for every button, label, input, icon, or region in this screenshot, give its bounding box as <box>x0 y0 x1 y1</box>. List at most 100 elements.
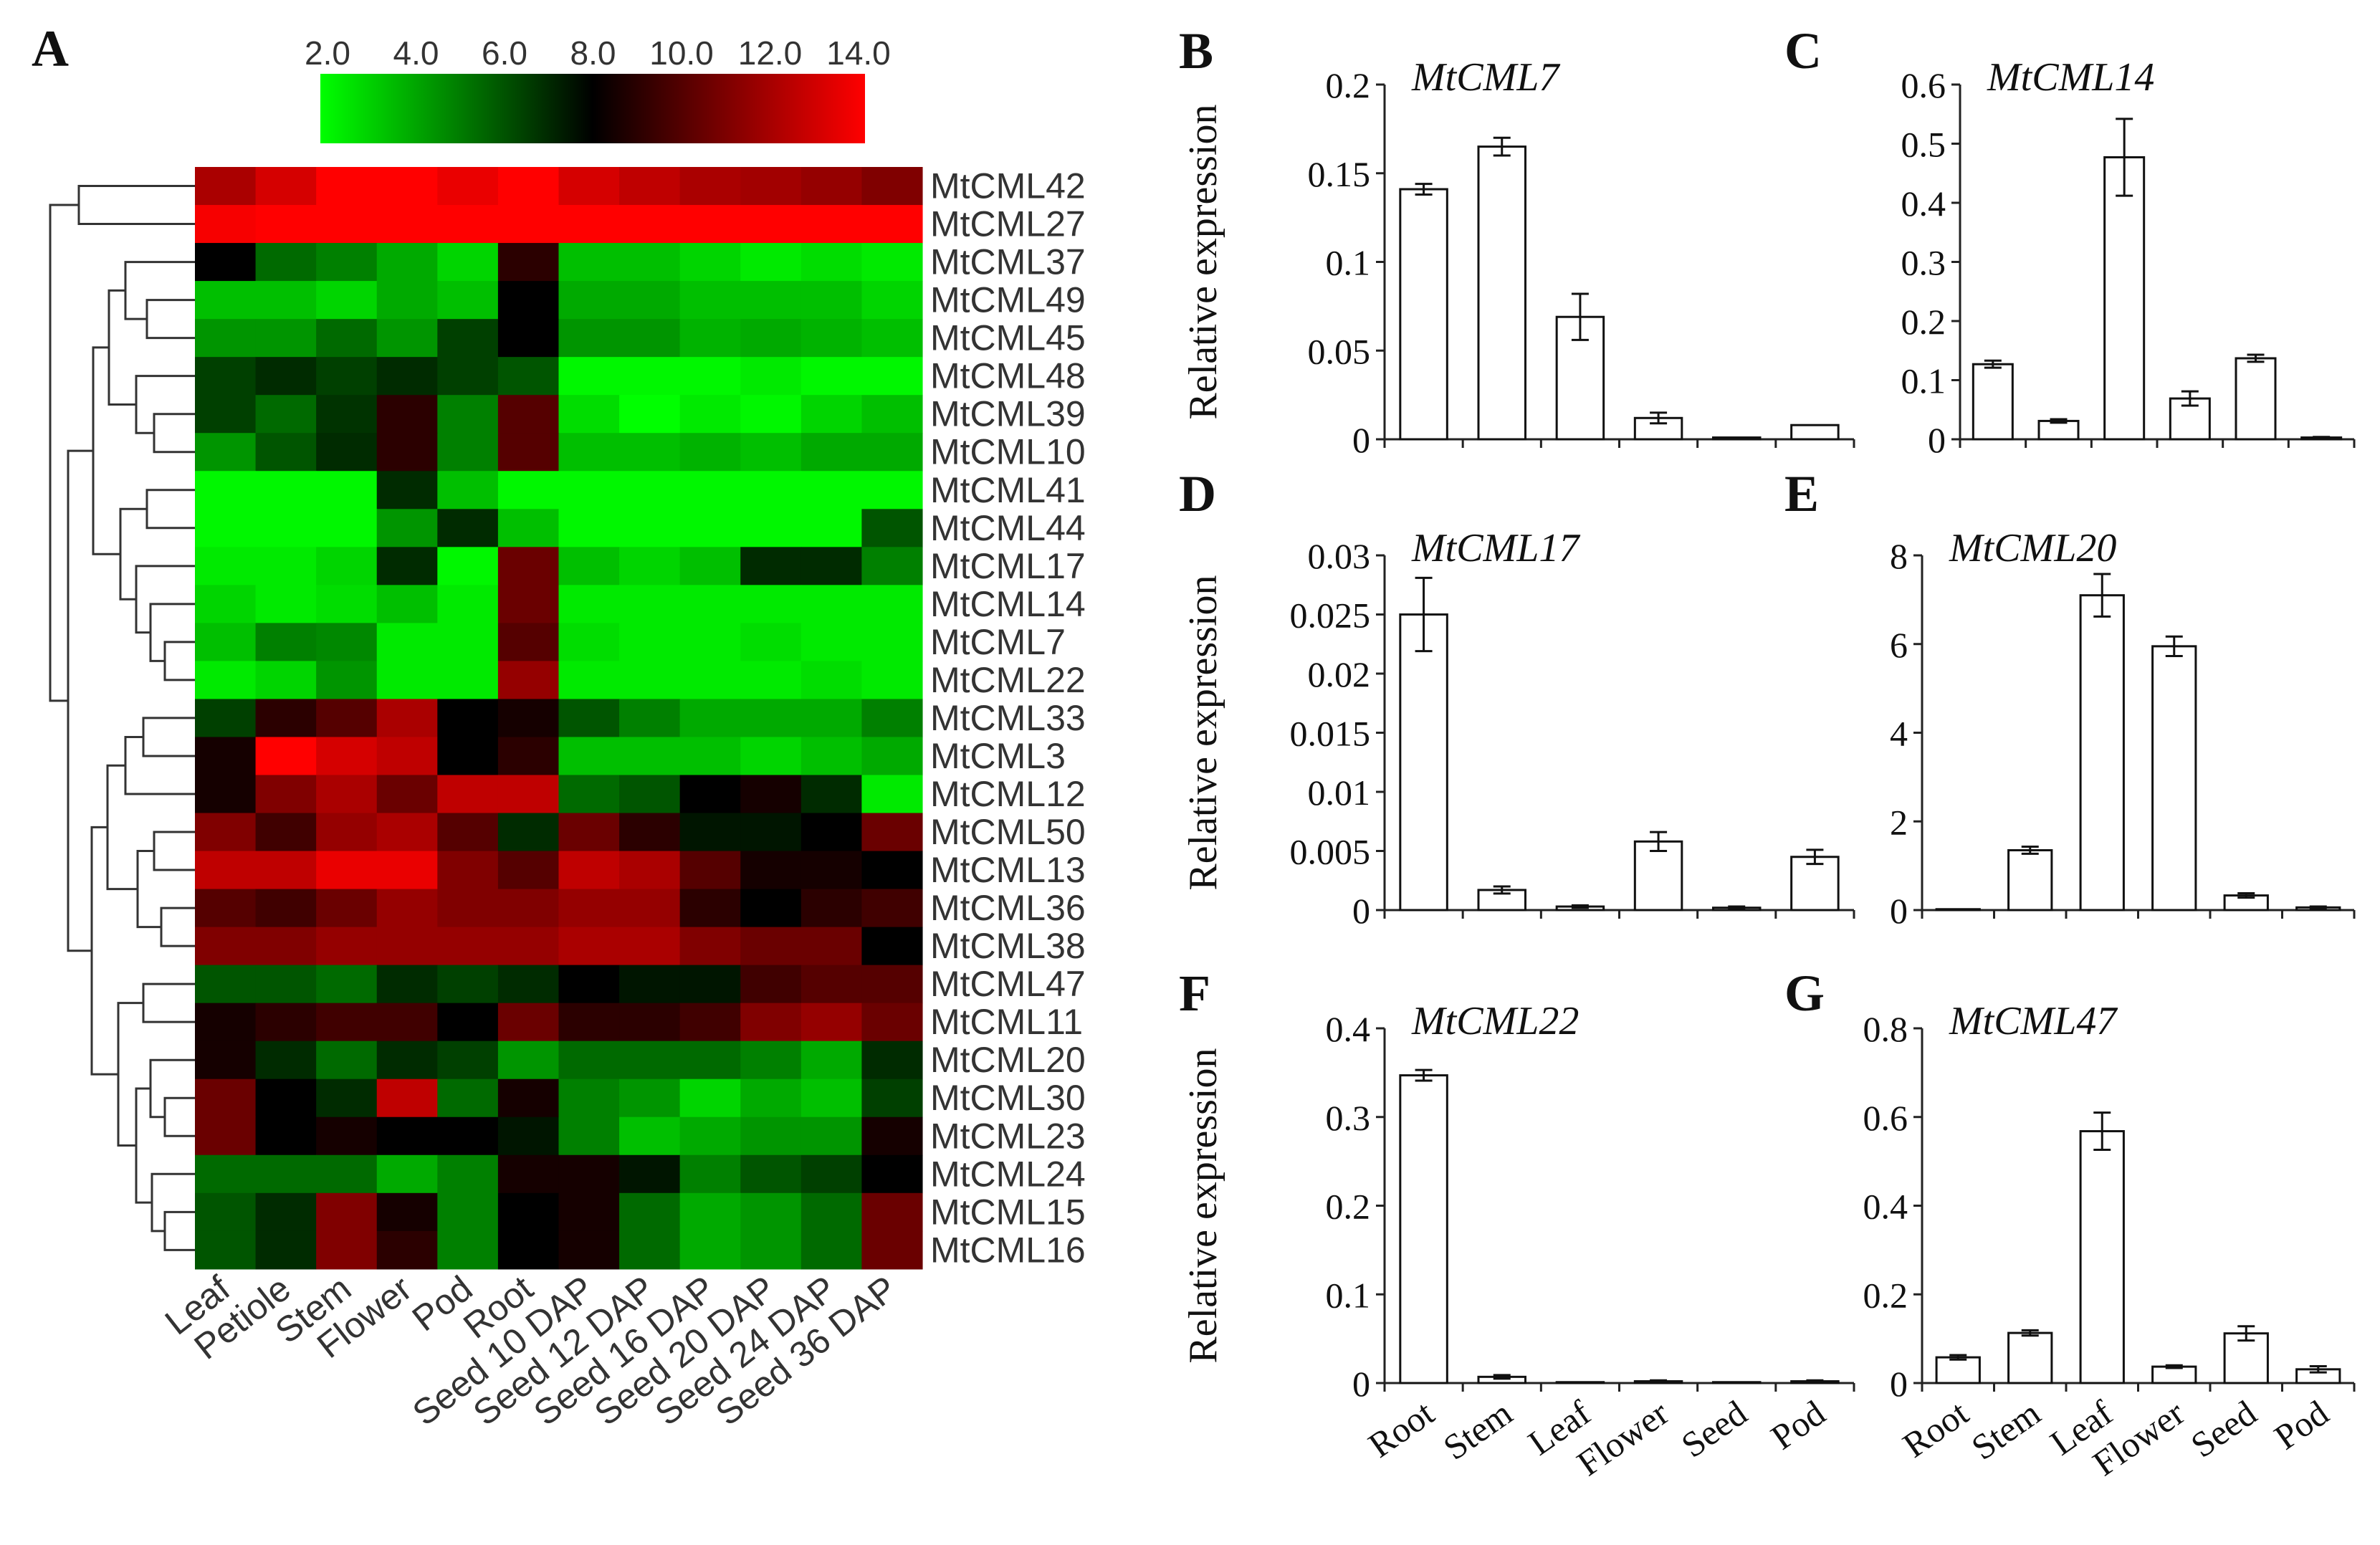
bar-chart-panels: B MtCML7 0 0.05 0.1 0.15 0.2 Relative expressio… <box>1179 22 2356 1483</box>
heatmap-cell <box>255 1230 317 1270</box>
heatmap-cell <box>740 243 802 282</box>
heatmap-cell <box>619 433 681 472</box>
heatmap-cell <box>437 395 499 434</box>
heatmap-cell <box>740 509 802 547</box>
heatmap-cell <box>740 1230 802 1270</box>
heatmap-row-label: MtCML23 <box>930 1116 1086 1156</box>
heatmap-row-label: MtCML22 <box>930 660 1086 700</box>
heatmap-cell <box>558 1078 620 1118</box>
heatmap-cell <box>497 813 560 852</box>
heatmap-cell <box>679 357 741 396</box>
heatmap-cell <box>861 1116 923 1156</box>
dendrogram-branch <box>142 982 195 1023</box>
y-tick-label: 0.025 <box>1290 595 1371 636</box>
heatmap-row-label: MtCML24 <box>930 1154 1086 1194</box>
heatmap-cell <box>195 1192 257 1232</box>
heatmap-cell <box>376 851 438 890</box>
heatmap-cell <box>376 357 438 396</box>
dendrogram-branch <box>77 185 195 226</box>
heatmap-cell <box>497 1078 560 1118</box>
heatmap-cell <box>195 1041 257 1080</box>
heatmap-cell <box>558 471 620 510</box>
bar <box>1477 145 1526 441</box>
heatmap-cell <box>195 661 257 700</box>
heatmap-cell <box>316 205 378 244</box>
bar <box>2007 1331 2053 1384</box>
heatmap-cell <box>255 1116 317 1156</box>
heatmap-row-label: MtCML10 <box>930 432 1086 472</box>
heatmap-cell <box>497 395 560 434</box>
heatmap-cell <box>861 471 923 510</box>
heatmap-cell <box>255 585 317 623</box>
heatmap-cell <box>437 1078 499 1118</box>
heatmap-cell <box>195 775 257 814</box>
heatmap-cell <box>619 1230 681 1270</box>
heatmap-cell <box>861 243 923 282</box>
y-tick-label: 0.01 <box>1308 772 1371 813</box>
bar <box>1399 613 1448 912</box>
y-tick-label: 4 <box>1890 714 1908 754</box>
heatmap-cell <box>437 205 499 244</box>
y-tick-label: 0 <box>1890 1364 1908 1404</box>
heatmap-cell <box>619 547 681 585</box>
bar-chart-D: D MtCML17 0 0.005 0.01 0.015 0.02 0.025 0.03 Rela… <box>1179 465 1855 931</box>
heatmap-row-label: MtCML49 <box>930 280 1086 320</box>
y-tick-label: 0.8 <box>1863 1009 1908 1049</box>
heatmap-cell <box>861 433 923 472</box>
bar-chart-E: E MtCML20 0 2 4 6 8 <box>1784 465 2356 931</box>
heatmap-cell <box>316 319 378 358</box>
y-tick-label: 0 <box>1890 891 1908 931</box>
heatmap-cell <box>316 737 378 776</box>
heatmap-cell <box>679 395 741 434</box>
heatmap-cell <box>619 1154 681 1194</box>
heatmap-cell <box>497 585 560 623</box>
heatmap-cell <box>316 547 378 585</box>
heatmap-cell <box>558 281 620 320</box>
heatmap-cell <box>679 965 741 1004</box>
heatmap-cell <box>195 851 257 890</box>
heatmap-cell <box>437 927 499 966</box>
heatmap-cell <box>619 471 681 510</box>
heatmap-cell <box>255 927 317 966</box>
heatmap-cell <box>437 1154 499 1194</box>
heatmap-cell <box>376 281 438 320</box>
bar <box>1712 436 1762 441</box>
color-scale-tick: 4.0 <box>393 34 439 72</box>
heatmap-cell <box>619 1192 681 1232</box>
heatmap-cell <box>800 319 862 358</box>
heatmap-cell <box>316 1192 378 1232</box>
heatmap-cell <box>437 1116 499 1156</box>
heatmap-cell <box>558 889 620 928</box>
heatmap-cell <box>437 1003 499 1042</box>
heatmap-cell <box>195 699 257 738</box>
heatmap-cell <box>437 699 499 738</box>
heatmap-cell <box>861 661 923 700</box>
heatmap-cell <box>376 775 438 814</box>
y-tick-label: 0.15 <box>1308 154 1371 194</box>
heatmap-cell <box>679 205 741 244</box>
heatmap-cell <box>376 547 438 585</box>
heatmap-cell <box>195 927 257 966</box>
row-dendrogram <box>49 185 195 1251</box>
bar <box>2007 848 2053 912</box>
heatmap-cell <box>558 623 620 661</box>
heatmap-cell <box>619 1003 681 1042</box>
heatmap-cell <box>679 1041 741 1080</box>
heatmap-cell <box>861 965 923 1004</box>
heatmap-row-label: MtCML47 <box>930 964 1086 1004</box>
heatmap-cell <box>558 357 620 396</box>
heatmap-cell <box>255 167 317 206</box>
y-tick-label: 0.4 <box>1326 1009 1371 1049</box>
heatmap-cell <box>740 281 802 320</box>
heatmap-cell <box>497 737 560 776</box>
heatmap-row-label: MtCML42 <box>930 166 1086 206</box>
heatmap-cell <box>619 813 681 852</box>
y-tick-label: 0.1 <box>1901 361 1946 401</box>
dendrogram-branch <box>67 449 93 952</box>
panel-label: G <box>1784 965 1825 1022</box>
heatmap-cell <box>195 433 257 472</box>
heatmap-cell <box>861 585 923 623</box>
heatmap-cell <box>437 433 499 472</box>
heatmap-row-label: MtCML39 <box>930 394 1086 434</box>
heatmap-cell <box>679 1192 741 1232</box>
